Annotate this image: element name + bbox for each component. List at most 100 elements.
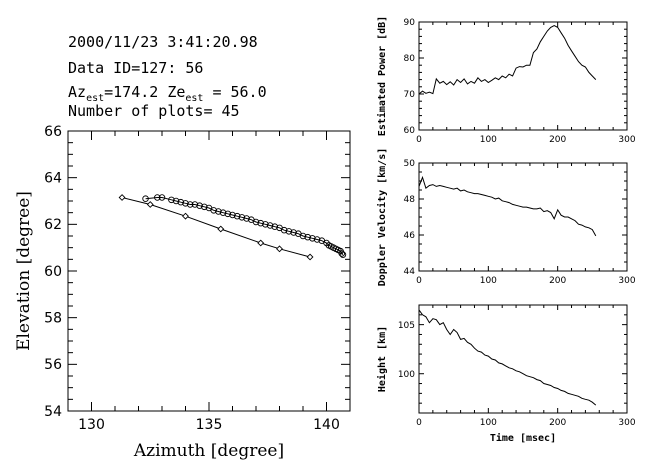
y-tick-label: 58 [44,311,62,327]
main-x-axis-label: Azimuth [degree] [133,441,284,461]
az-ze-label: Azest=174.2 Zeest = 56.0 [68,83,267,104]
circle-marker [262,221,269,228]
circle-marker [290,229,297,236]
circle-marker [154,194,161,201]
y-tick-label: 100 [398,370,415,380]
ze-subscript: est [185,93,203,104]
x-tick-label: 100 [480,276,497,286]
y-tick-label: 66 [44,124,62,140]
diamond-marker [276,245,283,253]
power-series-line [418,25,597,95]
circle-marker [219,209,227,216]
main-y-axis-label: Elevation [degree] [14,191,34,351]
circle-series-line [145,197,344,256]
diamond-marker [118,194,126,201]
circle-marker [299,232,307,240]
height-chart: 0 100 200 300 100 105 Height [km] Time [msec] [376,304,636,444]
y-tick-label: 54 [44,404,62,420]
y-tick-label: 80 [404,54,416,64]
doppler-velocity-chart: 0 100 200 300 44 46 48 50 Doppler Velocity [km/… [376,148,636,286]
circle-marker [186,201,194,208]
circle-marker [238,214,246,221]
power-y-axis-label: Estimated Power [dB] [376,16,388,136]
height-y-axis-label: Height [km] [376,326,388,392]
circle-marker [224,210,232,218]
y-tick-label: 46 [404,231,416,241]
y-tick-label: 105 [398,321,415,331]
x-tick-label: 300 [618,135,635,145]
circle-marker [243,215,250,222]
diamond-marker [257,239,265,247]
circle-marker [196,202,203,209]
circle-marker [201,203,208,211]
x-tick-label: 130 [78,417,105,433]
diamond-marker [146,201,154,208]
plot-count-label: Number of plots= 45 [68,102,240,120]
x-tick-label: 100 [480,135,497,145]
ze-value: = 56.0 [212,83,266,101]
y-tick-label: 48 [404,195,416,205]
diamond-marker [217,225,225,233]
circle-marker [339,251,347,258]
circle-marker [285,228,293,235]
x-tick-label: 140 [313,417,340,433]
y-tick-label: 60 [404,126,416,136]
y-tick-label: 90 [404,18,416,28]
y-tick-label: 56 [44,357,62,373]
circle-marker [142,195,149,202]
main-plot-frame [67,130,351,412]
main-series [118,194,347,261]
circle-marker [257,219,264,227]
info-block: 2000/11/23 3:41:20.98 Data ID=127: 56 Az… [68,33,267,120]
circle-marker [172,197,180,205]
circle-marker [191,201,199,208]
ze-prefix: Ze [167,83,185,101]
doppler-axis-ticks: 0 100 200 300 44 46 48 50 [404,159,636,286]
x-tick-label: 200 [549,135,566,145]
az-value: =174.2 [104,83,158,101]
circle-marker [304,233,311,241]
doppler-plot-frame [418,162,628,272]
power-axis-ticks: 0 100 200 300 60 70 80 90 [404,18,636,145]
x-tick-label: 300 [618,418,635,428]
main-axis-ticks: 130 135 140 54 56 58 60 62 64 66 [44,124,351,433]
y-tick-label: 64 [44,171,62,187]
x-tick-label: 0 [416,276,422,286]
y-tick-label: 60 [44,264,62,280]
circle-marker [280,226,288,234]
circle-marker [177,198,185,206]
circle-marker [338,250,346,257]
az-subscript: est [86,93,104,104]
y-tick-label: 44 [404,267,416,277]
x-tick-label: 200 [549,418,566,428]
circle-marker [182,200,189,207]
doppler-y-axis-label: Doppler Velocity [km/s] [376,148,388,286]
height-plot-frame [418,304,628,414]
circle-marker [233,212,241,220]
circle-marker [271,223,279,230]
time-x-axis-label: Time [msec] [490,432,556,444]
diamond-marker [182,212,189,220]
y-tick-label: 62 [44,217,62,233]
az-prefix: Az [68,83,86,101]
circle-marker [210,207,217,214]
circle-marker [309,235,316,242]
doppler-series-line [418,175,597,237]
circle-marker [215,208,222,215]
estimated-power-chart: 0 100 200 300 60 70 80 90 Estimated Power [dB] [376,16,636,145]
x-tick-label: 0 [416,418,422,428]
circle-marker [252,218,260,226]
height-series-line [418,309,597,406]
circle-marker [313,236,321,243]
azimuth-elevation-chart: 130 135 140 54 56 58 60 62 64 66 Azimuth [degree]… [14,124,351,461]
data-id-label: Data ID=127: 56 [68,59,203,77]
x-tick-label: 0 [416,135,422,145]
circle-marker [266,222,274,229]
circle-marker [229,211,236,219]
x-tick-label: 100 [480,418,497,428]
diamond-marker [306,253,314,261]
height-axis-ticks: 0 100 200 300 100 105 [398,304,636,428]
circle-marker [168,196,175,204]
x-tick-label: 300 [618,276,635,286]
y-tick-label: 50 [404,159,416,169]
